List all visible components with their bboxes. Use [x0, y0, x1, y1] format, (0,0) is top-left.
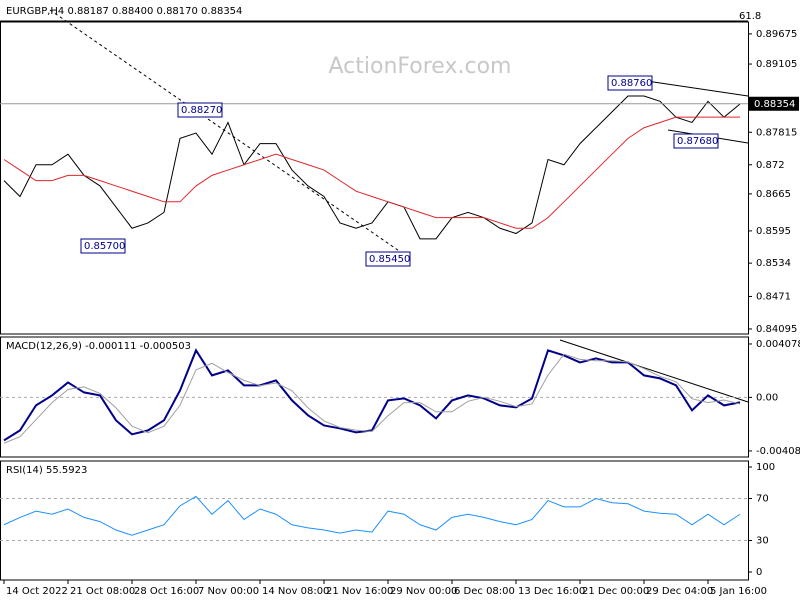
last-price-box [749, 96, 799, 111]
y-tick-label: 0.8471 [756, 291, 791, 302]
x-tick-label: 21 Nov 16:00 [326, 586, 393, 597]
y-tick-label: 0.87815 [756, 127, 797, 138]
y-tick-label: 100 [756, 462, 775, 473]
x-tick-label: 6 Dec 08:00 [454, 586, 515, 597]
annotation-box [177, 102, 223, 118]
annotation-box [673, 133, 719, 149]
y-tick-label: -0.004089 [756, 446, 800, 457]
channel-line [639, 79, 749, 97]
x-tick-label: 14 Oct 2022 [6, 586, 68, 597]
x-tick-label: 29 Nov 00:00 [390, 586, 457, 597]
series-line [3, 353, 741, 444]
y-tick-label: 0.004078 [756, 339, 800, 350]
series-line [3, 348, 741, 442]
x-tick-label: 29 Dec 04:00 [646, 586, 713, 597]
x-tick-label: 14 Nov 08:00 [262, 586, 329, 597]
x-tick-label: 21 Dec 00:00 [582, 586, 649, 597]
y-tick-label: 0.84095 [756, 324, 797, 335]
y-tick-label: 0.8595 [756, 226, 791, 237]
last-price-label: 0.88354 [754, 99, 795, 110]
panel-frame [0, 460, 749, 581]
y-tick-label: 0 [756, 567, 762, 578]
panel-title: RSI(14) 55.5923 [6, 465, 87, 476]
y-tick-label: 70 [756, 493, 769, 504]
panel-title: MACD(12,26,9) -0.000111 -0.000503 [6, 341, 191, 352]
y-tick-label: 0.8665 [756, 189, 791, 200]
annotation-box [607, 75, 653, 91]
y-tick-label: 0.8534 [756, 258, 791, 269]
x-tick-label: 28 Oct 16:00 [134, 586, 199, 597]
x-tick-label: 7 Nov 00:00 [198, 586, 259, 597]
y-tick-label: 30 [756, 536, 769, 547]
x-tick-label: 5 Jan 16:00 [710, 586, 767, 597]
y-tick-label: 0.00 [756, 392, 778, 403]
annotation: 0.85450 [369, 254, 410, 265]
panel-frame [0, 21, 749, 335]
macd-trend-line [559, 339, 749, 403]
annotation-box [80, 238, 126, 254]
annotation: 0.87680 [677, 136, 718, 147]
annotation: 0.88270 [181, 105, 222, 116]
panel-title: EURGBP,H4 0.88187 0.88400 0.88170 0.8835… [6, 6, 242, 17]
annotation: 0.88760 [611, 78, 652, 89]
series-line [3, 95, 741, 240]
watermark: ActionForex.com [329, 54, 512, 79]
x-tick-label: 13 Dec 16:00 [518, 586, 585, 597]
y-tick-label: 0.89105 [756, 59, 797, 70]
x-tick-label: 21 Oct 08:00 [70, 586, 135, 597]
y-tick-label: 0.89675 [756, 29, 797, 40]
series-line [3, 116, 740, 229]
annotation: 61.8 [739, 11, 761, 22]
series-line [3, 495, 741, 536]
annotation-box [365, 251, 411, 267]
y-tick-label: 0.872 [756, 160, 785, 171]
annotation: 0.85700 [84, 241, 125, 252]
